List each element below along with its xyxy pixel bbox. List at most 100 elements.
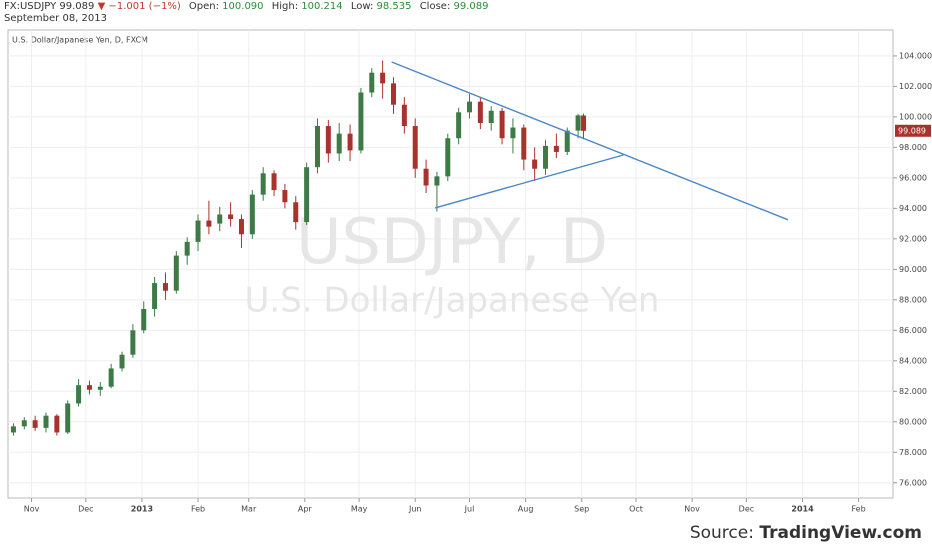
x-tick-label: Sep — [574, 505, 589, 514]
y-tick-label: 98.000 — [899, 143, 927, 152]
candle-body — [32, 420, 38, 428]
candle-body — [553, 145, 559, 152]
candle-body — [488, 110, 494, 123]
x-tick-label: Mar — [241, 505, 257, 514]
field-value: 100.090 — [222, 1, 264, 12]
field-label: Low: — [350, 1, 374, 12]
source: Source: TradingView.com — [690, 523, 922, 543]
field-value: 99.089 — [453, 1, 489, 12]
candle-body — [510, 127, 516, 139]
candle-body — [141, 308, 147, 331]
x-tick-label: Aug — [518, 505, 534, 514]
candle-body — [228, 214, 234, 220]
y-tick-label: 88.000 — [899, 295, 927, 304]
candle-body — [173, 255, 179, 291]
header: FX:USDJPY 99.089 ▼ −1.001 (−1%) Open: 10… — [4, 1, 494, 25]
candle-body — [477, 101, 483, 123]
candle-body — [369, 72, 375, 93]
x-tick-label: Feb — [852, 505, 866, 514]
x-tick-label: Dec — [739, 505, 754, 514]
price-tag-label: 99.089 — [898, 126, 926, 135]
candle-body — [76, 385, 82, 404]
candle-body — [336, 133, 342, 154]
y-tick-label: 96.000 — [899, 173, 927, 182]
change: −1.001 (−1%) — [108, 1, 181, 12]
candle-body — [445, 138, 451, 177]
y-tick-label: 100.000 — [899, 112, 932, 121]
y-tick-label: 82.000 — [899, 387, 927, 396]
candle-body — [532, 159, 538, 169]
x-tick-label: Jul — [464, 505, 475, 514]
candle-body — [467, 101, 473, 113]
candle-body — [130, 330, 136, 355]
candle-body — [195, 220, 201, 242]
field-value: 100.214 — [301, 1, 343, 12]
candle-body — [54, 415, 60, 433]
candle-body — [21, 420, 27, 427]
y-tick-label: 92.000 — [899, 234, 927, 243]
candle-body — [347, 133, 353, 151]
field-label: Open: — [188, 1, 219, 12]
candle-body — [434, 176, 440, 186]
candle-body — [325, 126, 331, 154]
field-label: Close: — [419, 1, 451, 12]
watermark-subtitle: U.S. Dollar/Japanese Yen — [245, 281, 660, 321]
candle-body — [314, 126, 320, 168]
candle-body — [521, 127, 527, 160]
candle-body — [10, 426, 16, 433]
y-tick-label: 90.000 — [899, 265, 927, 274]
candle-body — [206, 220, 212, 227]
candle-body — [380, 72, 386, 84]
candle-body — [217, 214, 223, 224]
x-tick-label: Jun — [408, 505, 422, 514]
candle-body — [575, 115, 581, 131]
candle-body — [108, 368, 114, 387]
candle-body — [152, 283, 158, 309]
candle-body — [304, 167, 310, 223]
plot-frame — [7, 29, 894, 499]
candle-body — [412, 126, 418, 169]
price: 99.089 — [59, 1, 95, 12]
candle-body — [499, 110, 505, 139]
candle-body — [282, 190, 288, 203]
source-site: TradingView.com — [759, 523, 922, 543]
x-tick-label: Apr — [298, 505, 313, 514]
x-tick-label: Nov — [24, 505, 40, 514]
y-tick-label: 78.000 — [899, 448, 927, 457]
watermark-title: USDJPY, D — [296, 205, 608, 278]
date: September 08, 2013 — [4, 13, 107, 24]
y-tick-label: 84.000 — [899, 356, 927, 365]
y-tick-label: 86.000 — [899, 326, 927, 335]
candle-body — [86, 385, 92, 390]
x-tick-label: 2013 — [131, 505, 153, 514]
candle-body — [564, 130, 570, 152]
candle-body — [401, 104, 407, 127]
x-tick-label: Nov — [684, 505, 700, 514]
candle-body — [43, 415, 49, 428]
trendline — [391, 61, 789, 221]
candle-body — [249, 194, 255, 235]
x-tick-label: Oct — [629, 505, 643, 514]
chart-subtitle: U.S. Dollar/Japanese Yen, D, FXCM — [12, 36, 148, 45]
candle-body — [358, 92, 364, 151]
candle-body — [119, 354, 125, 369]
candle-body — [543, 145, 549, 169]
y-tick-label: 104.000 — [899, 51, 932, 60]
down-arrow: ▼ — [97, 1, 106, 12]
candle-body — [581, 115, 587, 131]
candle-body — [238, 219, 244, 235]
field-value: 98.535 — [376, 1, 412, 12]
y-tick-label: 102.000 — [899, 82, 932, 91]
price-tag — [895, 124, 931, 137]
candle-body — [423, 168, 429, 186]
candle-body — [260, 173, 266, 195]
quote-line: FX:USDJPY 99.089 ▼ −1.001 (−1%) Open: 10… — [4, 1, 494, 13]
y-tick-label: 80.000 — [899, 417, 927, 426]
candle-body — [293, 202, 299, 223]
field-label: High: — [271, 1, 299, 12]
x-tick-label: 2014 — [791, 505, 814, 514]
candle-body — [271, 173, 277, 191]
y-tick-label: 76.000 — [899, 478, 927, 487]
candle-body — [184, 241, 190, 256]
